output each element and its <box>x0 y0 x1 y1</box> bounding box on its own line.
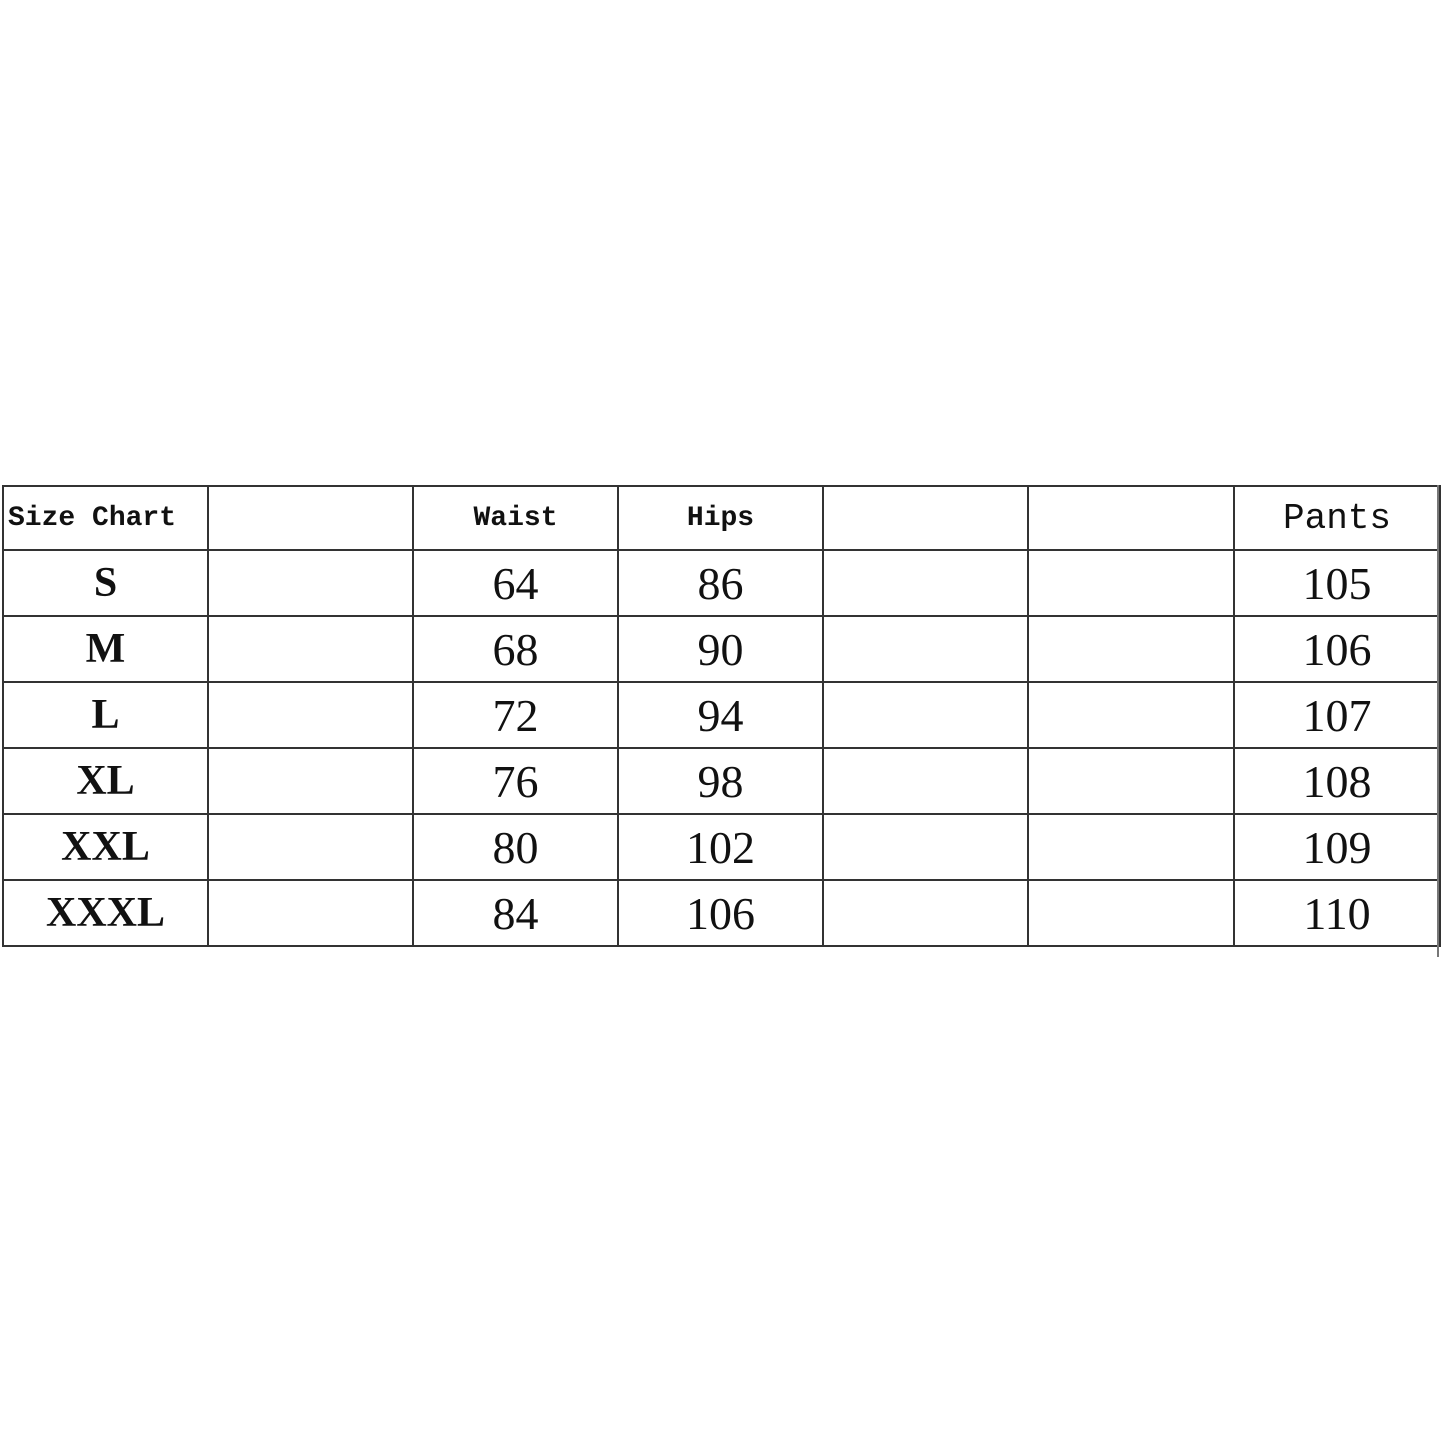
empty-cell <box>207 879 414 947</box>
size-cell: XXXL <box>2 879 209 947</box>
hips-cell: 106 <box>617 879 824 947</box>
empty-cell <box>822 681 1029 749</box>
size-chart-table: Size Chart Waist Hips Pants S 64 86 105 M 68 9… <box>2 485 1441 947</box>
hips-cell: 98 <box>617 747 824 815</box>
empty-cell <box>1027 681 1235 749</box>
empty-cell <box>207 813 414 881</box>
table-row: XL 76 98 108 <box>2 747 1441 815</box>
header-pants: Pants <box>1233 485 1441 551</box>
empty-cell <box>822 813 1029 881</box>
pants-cell: 108 <box>1233 747 1441 815</box>
header-empty <box>207 485 414 551</box>
size-cell: XL <box>2 747 209 815</box>
pants-cell: 106 <box>1233 615 1441 683</box>
hips-cell: 90 <box>617 615 824 683</box>
header-row: Size Chart Waist Hips Pants <box>2 485 1441 551</box>
table-row: L 72 94 107 <box>2 681 1441 749</box>
empty-cell <box>1027 747 1235 815</box>
header-hips: Hips <box>617 485 824 551</box>
empty-cell <box>1027 615 1235 683</box>
header-empty <box>822 485 1029 551</box>
waist-cell: 80 <box>412 813 619 881</box>
hips-cell: 94 <box>617 681 824 749</box>
empty-cell <box>822 747 1029 815</box>
pants-cell: 109 <box>1233 813 1441 881</box>
waist-cell: 64 <box>412 549 619 617</box>
pants-cell: 105 <box>1233 549 1441 617</box>
empty-cell <box>207 681 414 749</box>
empty-cell <box>822 879 1029 947</box>
hips-cell: 86 <box>617 549 824 617</box>
empty-cell <box>822 549 1029 617</box>
waist-cell: 84 <box>412 879 619 947</box>
empty-cell <box>1027 549 1235 617</box>
empty-cell <box>1027 879 1235 947</box>
empty-cell <box>822 615 1029 683</box>
table-right-border <box>1437 485 1445 957</box>
table-row: S 64 86 105 <box>2 549 1441 617</box>
table-row: XXL 80 102 109 <box>2 813 1441 881</box>
header-empty <box>1027 485 1235 551</box>
pants-cell: 107 <box>1233 681 1441 749</box>
empty-cell <box>1027 813 1235 881</box>
waist-cell: 76 <box>412 747 619 815</box>
empty-cell <box>207 747 414 815</box>
empty-cell <box>207 549 414 617</box>
table-row: XXXL 84 106 110 <box>2 879 1441 947</box>
size-cell: L <box>2 681 209 749</box>
header-waist: Waist <box>412 485 619 551</box>
pants-cell: 110 <box>1233 879 1441 947</box>
header-size-chart: Size Chart <box>2 485 209 551</box>
size-cell: XXL <box>2 813 209 881</box>
size-cell: M <box>2 615 209 683</box>
waist-cell: 68 <box>412 615 619 683</box>
waist-cell: 72 <box>412 681 619 749</box>
size-cell: S <box>2 549 209 617</box>
table-row: M 68 90 106 <box>2 615 1441 683</box>
hips-cell: 102 <box>617 813 824 881</box>
empty-cell <box>207 615 414 683</box>
